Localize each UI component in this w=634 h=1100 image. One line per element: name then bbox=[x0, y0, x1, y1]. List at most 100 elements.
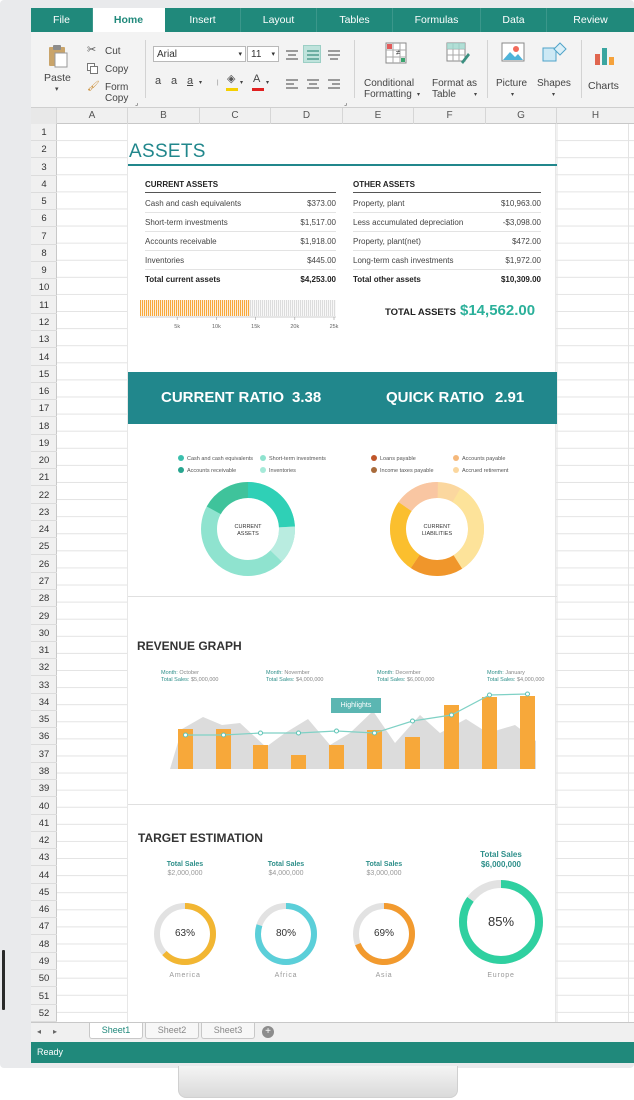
row-header[interactable]: 33 bbox=[31, 677, 57, 694]
row-header[interactable]: 5 bbox=[31, 193, 57, 211]
row-header[interactable]: 43 bbox=[31, 849, 57, 867]
target-sales-label: Total Sales bbox=[267, 861, 305, 868]
scroll-left-icon[interactable]: ◂ bbox=[37, 1027, 42, 1036]
conditional-formatting-label-1: Conditional bbox=[364, 78, 415, 89]
column-header[interactable]: B bbox=[128, 108, 200, 124]
row-header[interactable]: 50 bbox=[31, 970, 57, 988]
row-header[interactable]: 16 bbox=[31, 383, 57, 401]
tab-formulas[interactable]: Formulas bbox=[393, 8, 481, 32]
bar-stripe bbox=[236, 300, 238, 316]
row-header[interactable]: 25 bbox=[31, 538, 57, 556]
row-header[interactable]: 37 bbox=[31, 746, 57, 763]
row-header[interactable]: 36 bbox=[31, 728, 57, 746]
column-header[interactable]: G bbox=[486, 108, 557, 124]
tab-home[interactable]: Home bbox=[93, 8, 165, 32]
row-header[interactable]: 23 bbox=[31, 504, 57, 521]
row-header[interactable]: 10 bbox=[31, 279, 57, 297]
sales-value: $6,000,000 bbox=[406, 677, 435, 683]
row-header[interactable]: 21 bbox=[31, 469, 57, 487]
align-middle-button[interactable] bbox=[303, 45, 321, 63]
underline-icon[interactable]: a bbox=[187, 75, 194, 87]
row-header[interactable]: 1 bbox=[31, 124, 57, 141]
row-header[interactable]: 24 bbox=[31, 521, 57, 539]
align-left-icon[interactable] bbox=[285, 78, 299, 90]
row-header[interactable]: 6 bbox=[31, 210, 57, 228]
align-top-icon[interactable] bbox=[285, 49, 299, 61]
add-sheet-icon[interactable]: + bbox=[262, 1026, 274, 1038]
revenue-chart bbox=[170, 691, 536, 769]
row-header[interactable]: 51 bbox=[31, 988, 57, 1005]
dialog-launcher-icon[interactable]: ⌟ bbox=[344, 100, 348, 107]
tab-data[interactable]: Data bbox=[481, 8, 547, 32]
row-header[interactable]: 44 bbox=[31, 867, 57, 884]
row-header[interactable]: 39 bbox=[31, 780, 57, 798]
column-header[interactable]: A bbox=[57, 108, 128, 124]
row-header[interactable]: 46 bbox=[31, 901, 57, 919]
shrink-font-icon[interactable]: a bbox=[171, 75, 178, 87]
bar-stripe bbox=[164, 300, 166, 316]
current-assets-donut bbox=[201, 482, 295, 576]
row-header[interactable]: 45 bbox=[31, 884, 57, 901]
column-header[interactable]: E bbox=[343, 108, 414, 124]
row-header[interactable]: 31 bbox=[31, 642, 57, 660]
tab-layout[interactable]: Layout bbox=[241, 8, 317, 32]
row-header[interactable]: 27 bbox=[31, 573, 57, 591]
scroll-right-icon[interactable]: ▸ bbox=[53, 1027, 58, 1036]
legend-label: Accounts payable bbox=[462, 456, 506, 462]
font-size-select[interactable]: 11 ▾ bbox=[247, 46, 279, 62]
row-header[interactable]: 28 bbox=[31, 590, 57, 608]
row-header[interactable]: 17 bbox=[31, 400, 57, 418]
row-header[interactable]: 11 bbox=[31, 297, 57, 314]
revenue-bar bbox=[178, 729, 193, 769]
row-header[interactable]: 3 bbox=[31, 159, 57, 176]
column-header[interactable]: H bbox=[591, 110, 600, 121]
row-header[interactable]: 40 bbox=[31, 798, 57, 815]
row-header[interactable]: 38 bbox=[31, 763, 57, 780]
row-header[interactable]: 8 bbox=[31, 245, 57, 262]
row-header[interactable]: 14 bbox=[31, 349, 57, 366]
sheet-tab-3[interactable]: Sheet3 bbox=[201, 1023, 255, 1039]
row-header[interactable]: 7 bbox=[31, 228, 57, 245]
tab-tables[interactable]: Tables bbox=[317, 8, 393, 32]
align-center-icon[interactable] bbox=[306, 78, 320, 90]
tab-insert[interactable]: Insert bbox=[165, 8, 241, 32]
target-sales-value: $2,000,000 bbox=[167, 870, 203, 877]
row-header[interactable]: 15 bbox=[31, 366, 57, 383]
row-header[interactable]: 22 bbox=[31, 487, 57, 504]
row-header[interactable]: 41 bbox=[31, 815, 57, 832]
row-header[interactable]: 26 bbox=[31, 556, 57, 573]
legend-swatch bbox=[371, 467, 377, 473]
row-header[interactable]: 9 bbox=[31, 262, 57, 280]
tab-file[interactable]: File bbox=[31, 8, 93, 32]
row-header[interactable]: 29 bbox=[31, 608, 57, 625]
row-header[interactable]: 13 bbox=[31, 331, 57, 349]
bar-stripe bbox=[250, 300, 252, 316]
select-all-corner[interactable] bbox=[31, 108, 57, 124]
grow-font-icon[interactable]: a bbox=[155, 75, 162, 87]
column-header[interactable]: C bbox=[200, 108, 271, 124]
sheet-tab-1[interactable]: Sheet1 bbox=[89, 1023, 143, 1039]
align-bottom-icon[interactable] bbox=[327, 49, 341, 61]
row-header[interactable]: 18 bbox=[31, 418, 57, 435]
column-header[interactable]: F bbox=[414, 108, 486, 124]
row-header[interactable]: 48 bbox=[31, 936, 57, 953]
column-header[interactable]: D bbox=[271, 108, 343, 124]
row-header[interactable]: 20 bbox=[31, 452, 57, 470]
row-header[interactable]: 30 bbox=[31, 625, 57, 642]
row-header[interactable]: 35 bbox=[31, 711, 57, 729]
dialog-launcher-icon[interactable]: ⌟ bbox=[135, 100, 139, 107]
row-header[interactable]: 12 bbox=[31, 314, 57, 331]
row-header[interactable]: 49 bbox=[31, 953, 57, 970]
align-right-icon[interactable] bbox=[327, 78, 341, 90]
row-header[interactable]: 32 bbox=[31, 659, 57, 677]
row-header[interactable]: 52 bbox=[31, 1005, 57, 1022]
row-header[interactable]: 4 bbox=[31, 176, 57, 193]
row-header[interactable]: 47 bbox=[31, 918, 57, 936]
sheet-tab-2[interactable]: Sheet2 bbox=[145, 1023, 199, 1039]
row-header[interactable]: 42 bbox=[31, 832, 57, 850]
tab-review[interactable]: Review bbox=[573, 14, 608, 26]
font-name-select[interactable]: Arial ▾ bbox=[153, 46, 246, 62]
row-header[interactable]: 34 bbox=[31, 694, 57, 711]
row-header[interactable]: 2 bbox=[31, 141, 57, 159]
row-header[interactable]: 19 bbox=[31, 435, 57, 452]
